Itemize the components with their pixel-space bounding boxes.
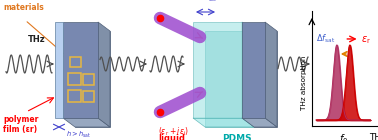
Polygon shape (265, 22, 277, 127)
Polygon shape (193, 118, 254, 127)
Polygon shape (254, 31, 277, 127)
Text: $f_0$: $f_0$ (339, 132, 348, 140)
Text: PDMS: PDMS (222, 134, 252, 140)
Text: $\varepsilon_{\rm r}$: $\varepsilon_{\rm r}$ (361, 35, 371, 46)
Text: THz: THz (28, 35, 46, 44)
Polygon shape (98, 22, 110, 127)
Text: polymer
film (εr): polymer film (εr) (3, 115, 39, 134)
Polygon shape (242, 22, 265, 118)
Text: THz: THz (370, 133, 378, 140)
Text: $(\varepsilon_{\rm r}+i\varepsilon_{\rm i})$: $(\varepsilon_{\rm r}+i\varepsilon_{\rm … (158, 125, 189, 137)
Text: liquid: liquid (158, 134, 185, 140)
Polygon shape (63, 118, 110, 127)
Polygon shape (193, 22, 242, 118)
Text: THz absorption: THz absorption (301, 55, 307, 110)
Polygon shape (242, 118, 277, 127)
Polygon shape (63, 22, 98, 118)
Polygon shape (242, 22, 254, 127)
Text: $h > h_{\rm sat}$: $h > h_{\rm sat}$ (66, 130, 91, 140)
Text: $\Delta f_{\rm sat}$: $\Delta f_{\rm sat}$ (316, 32, 336, 45)
Polygon shape (205, 31, 254, 127)
Polygon shape (75, 31, 110, 127)
Polygon shape (55, 22, 63, 118)
Text: $h > h_{\rm sat}$: $h > h_{\rm sat}$ (192, 0, 218, 4)
Text: meta-
materials: meta- materials (3, 0, 44, 12)
